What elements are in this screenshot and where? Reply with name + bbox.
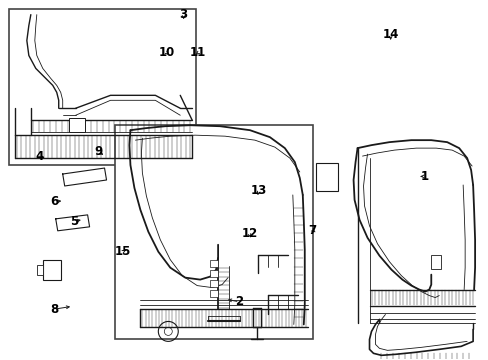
Bar [9,9,196,165]
Text: 14: 14 [382,28,398,41]
Text: 11: 11 [190,46,206,59]
Bar [430,255,440,269]
Text: 8: 8 [50,303,59,316]
Text: 2: 2 [235,296,243,309]
Text: 12: 12 [241,227,257,240]
Bar [210,280,218,287]
Text: 5: 5 [70,215,78,228]
Bar [210,260,218,267]
Bar [315,163,337,191]
Bar [210,289,218,297]
Text: 10: 10 [158,46,174,59]
Text: 7: 7 [308,224,316,237]
Text: 9: 9 [94,145,102,158]
Text: 1: 1 [420,170,428,183]
Text: 6: 6 [50,195,59,208]
Bar [115,125,312,339]
Bar [37,265,42,275]
Bar [42,260,61,280]
Bar [68,118,84,132]
Bar [210,270,218,276]
Text: 3: 3 [179,8,187,21]
Text: 4: 4 [36,150,44,163]
Text: 13: 13 [250,184,266,197]
Text: 15: 15 [114,245,131,258]
